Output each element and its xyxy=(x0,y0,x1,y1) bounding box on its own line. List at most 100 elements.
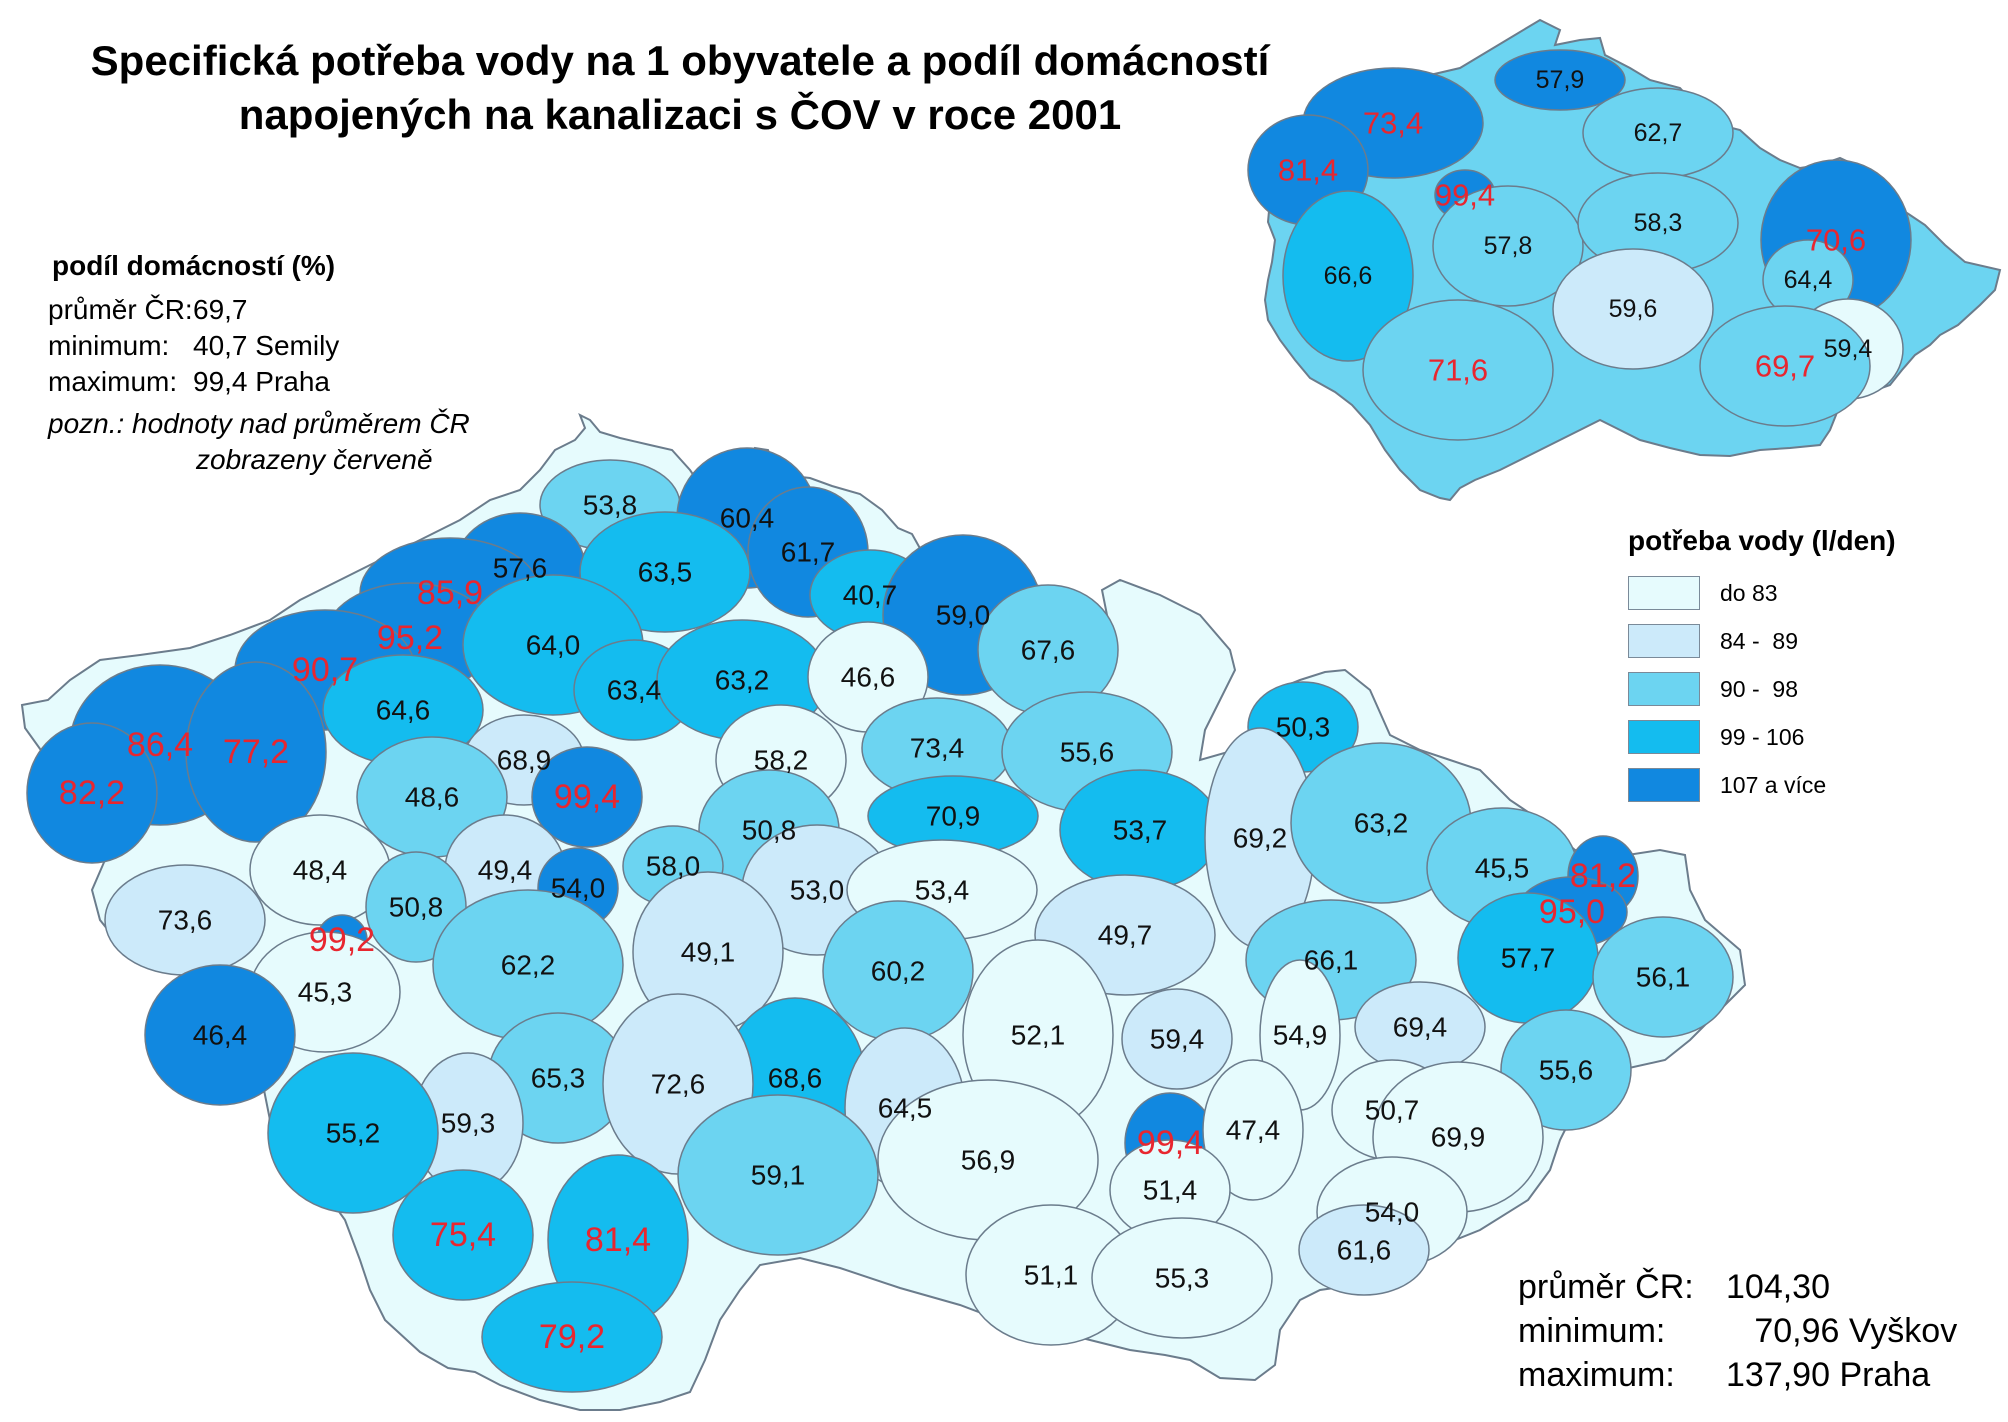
district-area xyxy=(1202,1059,1304,1201)
district-value-label: 64,6 xyxy=(376,695,431,726)
district-value-label: 58,2 xyxy=(754,745,809,776)
stat-label: průměr ČR: xyxy=(48,294,193,325)
district-value-label: 50,8 xyxy=(389,892,444,923)
district-value-label: 53,0 xyxy=(790,875,845,906)
note-line-2: zobrazeny červeně xyxy=(196,444,433,475)
legend-label: 84 - 89 xyxy=(1720,627,1798,654)
stat-value: 69,7 xyxy=(193,294,248,325)
region-value-label: 69,7 xyxy=(1755,349,1815,384)
district-value-label: 69,9 xyxy=(1431,1122,1486,1153)
district-value-label: 53,8 xyxy=(583,490,638,521)
district-value-label: 69,2 xyxy=(1233,823,1288,854)
district-area xyxy=(1121,988,1233,1090)
district-value-label: 57,7 xyxy=(1501,943,1556,974)
district-value-label: 52,1 xyxy=(1011,1020,1066,1051)
district-value-label: 79,2 xyxy=(539,1318,605,1356)
legend-heading: potřeba vody (l/den) xyxy=(1628,525,1896,556)
district-value-label: 85,9 xyxy=(417,574,483,612)
legend: potřeba vody (l/den) do 83 84 - 89 90 - … xyxy=(1628,525,1896,809)
district-value-label: 51,1 xyxy=(1024,1260,1079,1291)
stat-label: maximum: xyxy=(48,366,178,397)
title-line-2: napojených na kanalizaci s ČOV v roce 20… xyxy=(238,91,1122,138)
district-value-label: 54,9 xyxy=(1273,1020,1328,1051)
district-value-label: 75,4 xyxy=(430,1216,496,1254)
district-value-label: 65,3 xyxy=(531,1063,586,1094)
legend-label: 99 - 106 xyxy=(1720,723,1805,750)
legend-label: do 83 xyxy=(1720,579,1778,606)
district-value-label: 61,6 xyxy=(1337,1235,1392,1266)
district-value-label: 45,5 xyxy=(1475,853,1530,884)
legend-label: 90 - 98 xyxy=(1720,675,1798,702)
stat-value: 40,7 Semily xyxy=(193,330,340,361)
district-value-label: 56,1 xyxy=(1636,962,1691,993)
legend-item: do 83 xyxy=(1628,569,1896,617)
households-note: pozn.: hodnoty nad průměrem ČR zobrazeny… xyxy=(48,406,470,478)
district-value-label: 45,3 xyxy=(298,977,353,1008)
legend-item: 90 - 98 xyxy=(1628,665,1896,713)
district-value-label: 49,4 xyxy=(478,855,533,886)
stat-label: minimum: xyxy=(48,330,170,361)
district-value-label: 90,7 xyxy=(292,651,358,689)
region-area xyxy=(1432,185,1584,307)
district-value-label: 59,1 xyxy=(751,1160,806,1191)
district-value-label: 68,9 xyxy=(497,745,552,776)
district-value-label: 53,4 xyxy=(915,875,970,906)
district-value-label: 63,2 xyxy=(1354,808,1409,839)
region-inset-map: 57,9 73,4 62,7 81,4 99,4 57,8 58,3 70,6 66,6 64,4… xyxy=(1247,18,2002,502)
stat-value: 104,30 xyxy=(1726,1268,1830,1306)
district-value-label: 67,6 xyxy=(1021,635,1076,666)
district-value-label: 63,4 xyxy=(607,675,662,706)
district-value-label: 72,6 xyxy=(651,1069,706,1100)
legend-swatch xyxy=(1628,720,1700,754)
region-value-label: 62,7 xyxy=(1634,119,1683,147)
region-value-label: 57,8 xyxy=(1484,232,1533,260)
district-map: 53,8 60,461,7 57,6 63,5 85,9 40,7 95,2 59,0 64,0… xyxy=(20,412,1747,1411)
district-value-label: 95,0 xyxy=(1539,893,1605,931)
water-stats: průměr ČR: 104,30 minimum: 70,96 Vyškov … xyxy=(1518,1265,1957,1397)
stat-label: průměr ČR: xyxy=(1518,1268,1694,1306)
note-line-1: pozn.: hodnoty nad průměrem ČR xyxy=(48,408,470,439)
district-value-label: 73,4 xyxy=(910,733,965,764)
district-value-label: 50,3 xyxy=(1276,712,1331,743)
district-value-label: 53,7 xyxy=(1113,815,1168,846)
district-value-label: 95,2 xyxy=(377,619,443,657)
district-area xyxy=(185,661,327,843)
households-stat-maximum: maximum: 99,4 Praha xyxy=(48,364,470,400)
district-value-label: 81,2 xyxy=(1570,857,1636,895)
district-area xyxy=(677,1094,879,1256)
district-value-label: 68,6 xyxy=(768,1063,823,1094)
district-value-label: 56,9 xyxy=(961,1145,1016,1176)
district-value-label: 58,0 xyxy=(646,851,701,882)
district-value-label: 48,4 xyxy=(293,855,348,886)
district-value-label: 47,4 xyxy=(1226,1115,1281,1146)
district-area xyxy=(1298,1204,1430,1296)
region-area xyxy=(1494,49,1626,111)
district-area xyxy=(1592,916,1734,1038)
district-value-label: 77,2 xyxy=(223,733,289,771)
stat-label: maximum: xyxy=(1518,1356,1675,1394)
region-value-label: 71,6 xyxy=(1428,353,1488,388)
district-value-label: 48,6 xyxy=(405,782,460,813)
legend-swatch xyxy=(1628,672,1700,706)
stat-value: 70,96 Vyškov xyxy=(1726,1312,1958,1350)
district-value-label: 57,6 xyxy=(493,553,548,584)
district-value-label: 62,2 xyxy=(501,950,556,981)
households-stat-minimum: minimum: 40,7 Semily xyxy=(48,328,470,364)
region-value-label: 57,9 xyxy=(1536,66,1585,94)
legend-swatch xyxy=(1628,624,1700,658)
district-value-label: 54,0 xyxy=(551,873,606,904)
legend-swatch xyxy=(1628,576,1700,610)
region-area xyxy=(1362,299,1554,441)
district-value-label: 64,0 xyxy=(526,630,581,661)
district-area xyxy=(144,964,296,1106)
district-value-label: 40,7 xyxy=(843,580,898,611)
district-value-label: 99,2 xyxy=(309,921,375,959)
district-value-label: 70,9 xyxy=(926,801,981,832)
legend-swatch xyxy=(1628,768,1700,802)
legend-item: 99 - 106 xyxy=(1628,713,1896,761)
district-value-label: 63,5 xyxy=(638,557,693,588)
households-stats: podíl domácností (%) průměr ČR: 69,7 min… xyxy=(48,250,470,478)
district-value-label: 49,1 xyxy=(681,937,736,968)
district-area xyxy=(1091,1217,1273,1339)
